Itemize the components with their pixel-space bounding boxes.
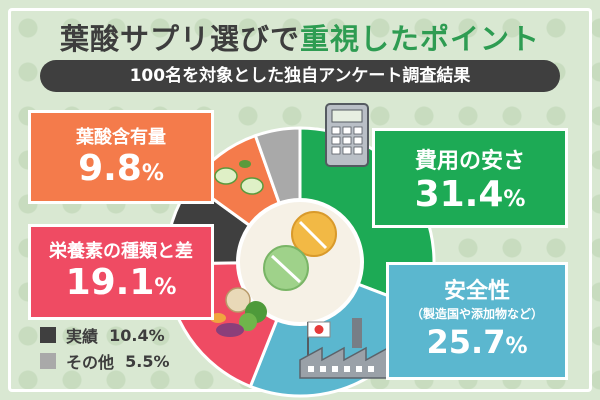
legend-item-record: 実績 10.4% — [40, 322, 170, 348]
callout-nutrient-variety: 栄養素の種類と差 19.1% — [28, 224, 214, 320]
legend-label-record: 実績 — [66, 327, 99, 346]
safety-label: 安全性 — [443, 279, 510, 304]
callout-cost: 費用の安さ 31.4% — [372, 128, 568, 228]
pill-icon — [263, 211, 337, 291]
variety-value: 19.1% — [65, 262, 177, 303]
title-prefix: 葉酸サプリ選びで — [59, 22, 300, 56]
variety-label: 栄養素の種類と差 — [49, 241, 193, 262]
callout-folate: 葉酸含有量 9.8% — [28, 110, 214, 204]
folate-value: 9.8% — [78, 148, 164, 189]
title-highlight: 重視したポイント — [300, 22, 541, 56]
cost-label: 費用の安さ — [414, 149, 525, 174]
japan-flag-icon — [307, 321, 331, 356]
legend-swatch-record — [40, 327, 56, 343]
legend-value-other: 5.5% — [125, 351, 170, 371]
legend-swatch-other — [40, 353, 56, 369]
legend: 実績 10.4% その他 5.5% — [40, 322, 170, 374]
cost-value: 31.4% — [414, 174, 526, 215]
leaf-capsule-icon — [214, 160, 264, 195]
vegetables-icon — [210, 287, 267, 337]
safety-sublabel: （製造国や添加物など） — [410, 307, 543, 321]
calculator-icon — [325, 103, 369, 167]
callout-safety: 安全性 （製造国や添加物など） 25.7% — [386, 262, 568, 380]
legend-value-record: 10.4% — [109, 325, 165, 345]
chart-title: 葉酸サプリ選びで重視したポイント — [0, 16, 600, 58]
safety-value: 25.7% — [426, 323, 528, 361]
folate-label: 葉酸含有量 — [76, 127, 166, 148]
legend-label-other: その他 — [66, 353, 115, 372]
chart-subtitle: 100名を対象とした独自アンケート調査結果 — [40, 60, 560, 92]
legend-item-other: その他 5.5% — [40, 348, 170, 374]
